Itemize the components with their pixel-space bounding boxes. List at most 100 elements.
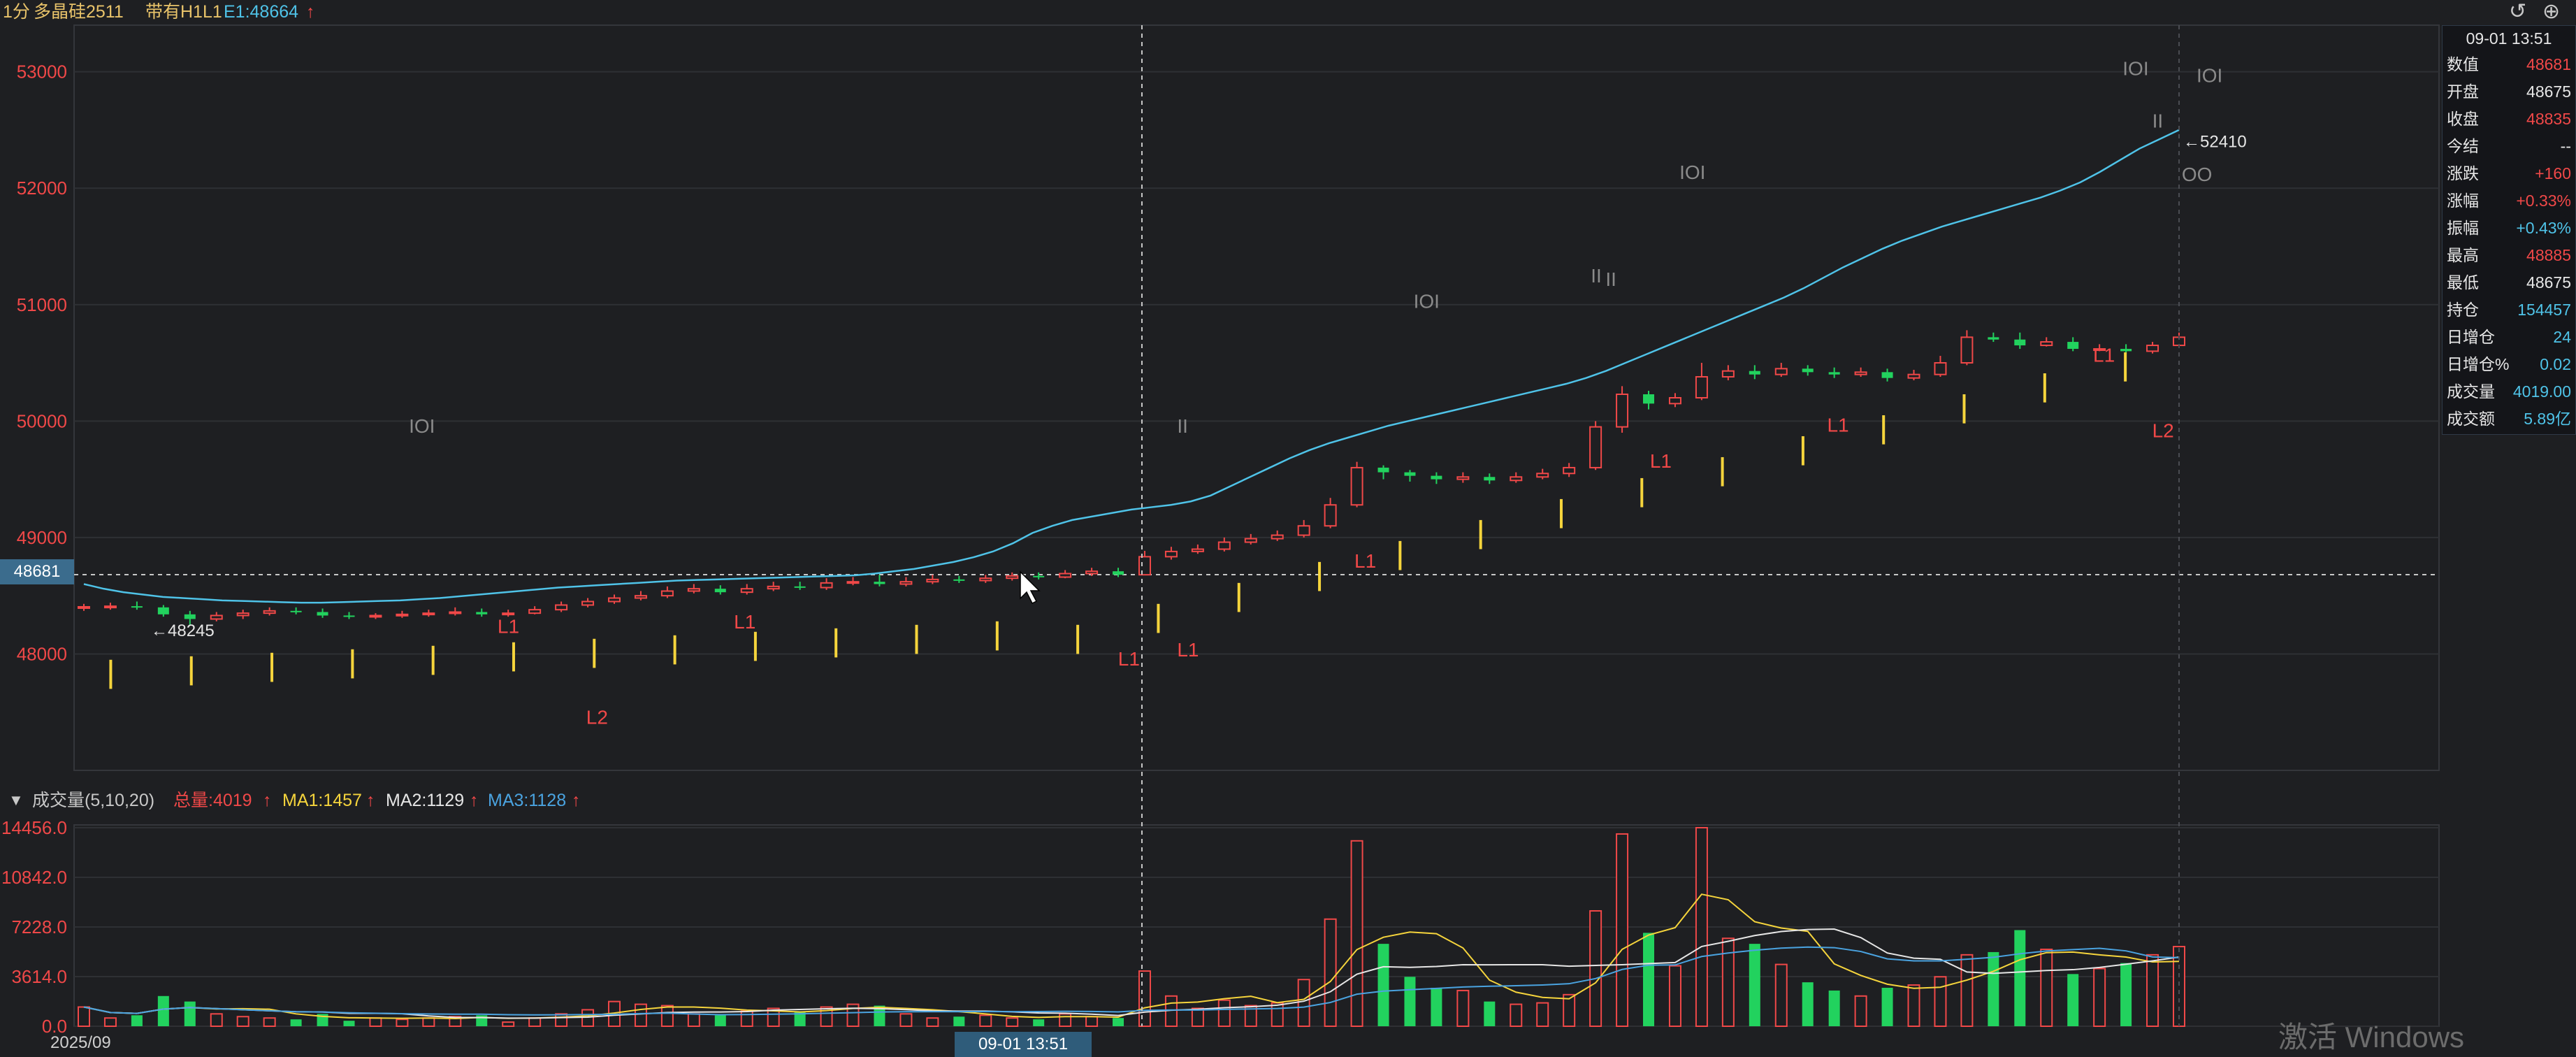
volume-bar <box>1431 987 1442 1026</box>
volume-tick-label: 14456.0 <box>1 817 67 838</box>
volume-bar <box>1085 1016 1099 1027</box>
candle-body <box>157 607 169 614</box>
candle-body <box>1431 475 1442 480</box>
candle-body <box>1456 476 1470 480</box>
candle-body <box>1668 397 1681 405</box>
volume-bar <box>422 1017 435 1028</box>
candle-body <box>1960 336 1974 364</box>
volume-bar <box>1217 999 1231 1028</box>
volume-bar <box>78 1006 90 1027</box>
volume-bar <box>210 1013 223 1027</box>
symbol-label[interactable]: 多晶硅2511 <box>34 2 124 22</box>
candle-body <box>581 601 595 606</box>
info-value: +160 <box>2535 164 2571 182</box>
candle-body <box>1563 466 1576 475</box>
candle-body <box>1191 548 1204 552</box>
volume-title[interactable]: 成交量(5,10,20) <box>32 791 155 810</box>
volume-bar <box>1536 1002 1549 1027</box>
volume-bar <box>1643 933 1655 1026</box>
volume-bar <box>1059 1013 1072 1027</box>
up-arrow-icon: ↑ <box>572 791 581 810</box>
l1-label: L1 <box>2093 344 2115 366</box>
candle-body <box>899 581 913 585</box>
period-label[interactable]: 1分 <box>3 2 30 22</box>
candle-body <box>1297 525 1310 536</box>
info-row: 日增仓% 0.02 <box>2443 351 2575 378</box>
info-label: 涨幅 <box>2447 192 2479 210</box>
pattern-label: IOI <box>2122 58 2148 80</box>
candle-body <box>555 604 568 611</box>
candle-body <box>607 597 621 603</box>
candle-body <box>1802 368 1814 373</box>
crosshair-time-tag: 09-01 13:51 <box>955 1032 1092 1057</box>
candle-body <box>210 614 223 620</box>
info-label: 持仓 <box>2447 301 2479 319</box>
volume-ma3: MA3:1128 <box>488 791 567 810</box>
info-label: 数值 <box>2447 55 2479 73</box>
candle-body <box>1404 472 1416 476</box>
pattern-label: II <box>1591 265 1602 287</box>
volume-bar <box>2120 963 2132 1026</box>
volume-ma2: MA2:1129 <box>386 791 465 810</box>
candle-body <box>1164 550 1178 558</box>
candle-body <box>1934 362 1947 375</box>
volume-bar <box>1113 1018 1124 1026</box>
pattern-label: IOI <box>409 415 435 437</box>
volume-bar <box>846 1003 860 1027</box>
l1-label: L1 <box>498 615 519 637</box>
info-value: 48835 <box>2526 110 2571 128</box>
volume-bar <box>1456 989 1470 1028</box>
volume-ma1: MA1:1457 <box>282 791 362 810</box>
volume-bar <box>1960 954 1974 1027</box>
pattern-label: IOI <box>1414 291 1440 312</box>
volume-bar <box>1377 944 1389 1026</box>
candle-body <box>396 613 409 617</box>
volume-bar <box>1907 984 1920 1027</box>
volume-ma2-line <box>83 928 2180 1019</box>
info-value: 24 <box>2553 328 2571 346</box>
candle-body <box>1988 337 1999 340</box>
l1-label: L1 <box>1354 550 1376 572</box>
candle-body <box>1881 372 1893 378</box>
candle-body <box>1271 534 1284 540</box>
pattern-label: II <box>2152 110 2164 132</box>
candle-body <box>476 612 488 614</box>
volume-total: 总量:4019 <box>173 791 252 810</box>
price-tick-label: 49000 <box>17 527 67 548</box>
undo-icon[interactable]: ↺ <box>2509 0 2527 23</box>
volume-panel-frame <box>73 824 2440 1027</box>
candle-body <box>846 581 860 584</box>
l1-label: L1 <box>1827 414 1848 436</box>
candle-body <box>2040 341 2053 347</box>
volume-bar <box>2093 968 2106 1027</box>
candle-body <box>103 605 117 609</box>
candle-body <box>422 612 435 616</box>
candle-body <box>1536 473 1549 478</box>
candle-body <box>874 582 885 584</box>
volume-tick-label: 10842.0 <box>1 867 67 888</box>
volume-bar <box>660 1005 674 1027</box>
candle-body <box>2146 345 2159 352</box>
volume-bar <box>502 1021 515 1027</box>
volume-bar <box>1297 979 1310 1028</box>
plus-circle-icon[interactable]: ⊕ <box>2542 0 2561 23</box>
candle-body <box>2067 342 2079 350</box>
candle-body <box>687 588 700 592</box>
candle-body <box>1616 394 1629 428</box>
volume-bar <box>263 1017 276 1028</box>
e1-value: E1:48664 <box>224 2 299 22</box>
candle-body <box>1854 371 1867 375</box>
up-arrow-icon: ↑ <box>306 2 315 22</box>
info-label: 最高 <box>2447 246 2479 264</box>
volume-bar <box>926 1017 939 1028</box>
candle-body <box>1828 372 1840 375</box>
volume-bar <box>953 1016 965 1026</box>
l2-label: L2 <box>2152 420 2174 442</box>
info-row: 最高 48885 <box>2443 242 2575 269</box>
volume-bar <box>899 1013 913 1027</box>
collapse-triangle-icon[interactable]: ▼ <box>8 791 24 809</box>
pattern-label: II <box>1605 268 1616 290</box>
info-label: 振幅 <box>2447 219 2479 237</box>
candle-body <box>236 612 249 617</box>
